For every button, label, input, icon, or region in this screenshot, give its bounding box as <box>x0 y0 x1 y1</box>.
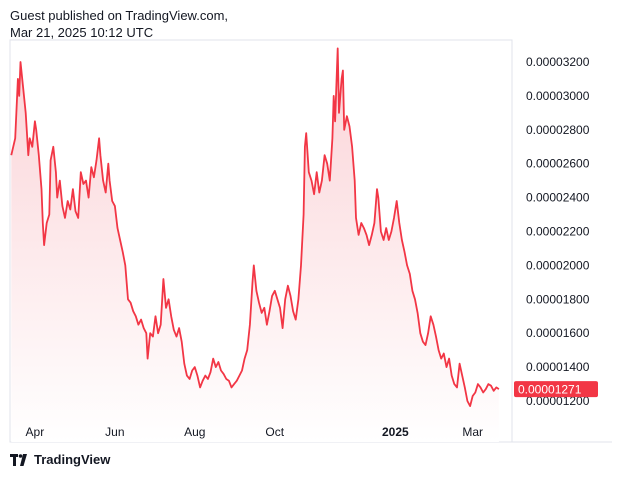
publish-date: Mar 21, 2025 10:12 UTC <box>10 25 154 40</box>
footer-brand: TradingView <box>34 452 111 467</box>
y-tick-label: 0.00002200 <box>526 225 590 239</box>
y-tick-label: 0.00002800 <box>526 123 590 137</box>
tradingview-logo-icon <box>10 453 27 466</box>
x-tick-label: Apr <box>26 425 45 439</box>
publisher-line: Guest published on TradingView.com, <box>10 8 229 23</box>
last-price-label: 0.00001271 <box>518 383 582 397</box>
price-area-fill <box>11 48 499 443</box>
x-tick-label: Jun <box>105 425 124 439</box>
y-tick-label: 0.00001600 <box>526 326 590 340</box>
last-price-label-bg <box>514 381 598 398</box>
x-tick-label: Mar <box>462 425 483 439</box>
x-tick-label: 2025 <box>382 425 409 439</box>
price-series-line <box>10 47 500 407</box>
y-tick-label: 0.00002000 <box>526 258 590 272</box>
y-tick-label: 0.00002600 <box>526 157 590 171</box>
footer: TradingView <box>10 452 110 467</box>
x-tick-label: Aug <box>184 425 205 439</box>
y-tick-label: 0.00002400 <box>526 191 590 205</box>
y-tick-label: 0.00003000 <box>526 89 590 103</box>
y-tick-label: 0.00001800 <box>526 292 590 306</box>
y-tick-label: 0.00003200 <box>526 55 590 69</box>
chart-header: Guest published on TradingView.com, Mar … <box>10 7 228 41</box>
y-tick-label: 0.00001400 <box>526 360 590 374</box>
y-tick-label: 0.00001200 <box>526 394 590 408</box>
x-tick-label: Oct <box>265 425 284 439</box>
